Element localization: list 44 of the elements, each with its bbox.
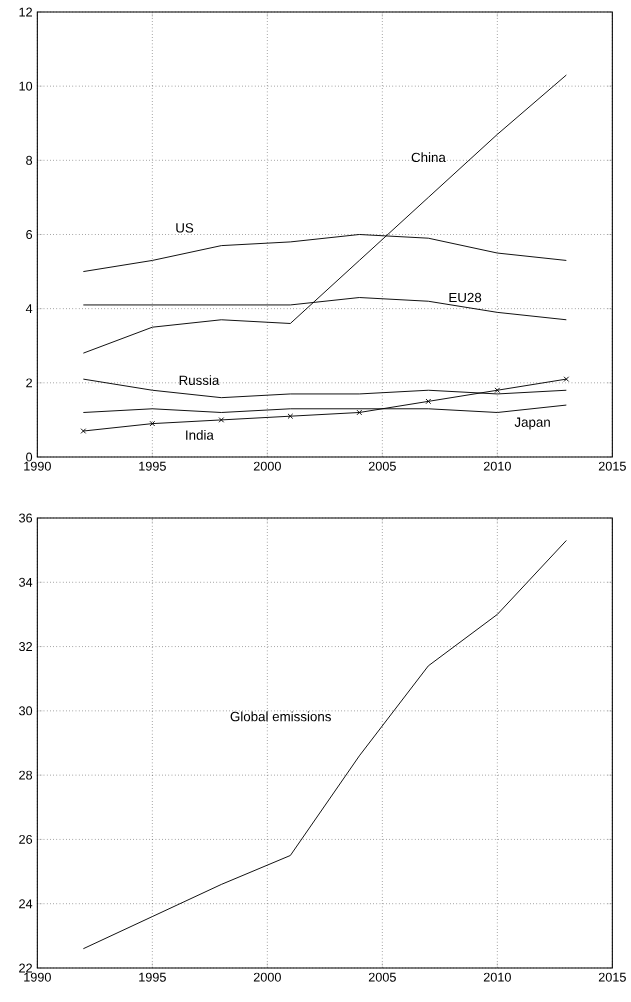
point bbox=[563, 376, 570, 382]
y-tick-label: 10 bbox=[19, 81, 33, 91]
point bbox=[287, 413, 294, 420]
x-tick-label: 2015 bbox=[598, 461, 626, 471]
point bbox=[494, 387, 501, 394]
y-tick-label: 32 bbox=[19, 642, 33, 652]
y-tick-label: 34 bbox=[19, 577, 33, 587]
series-label: EU28 bbox=[449, 292, 482, 303]
x-tick-label: 2010 bbox=[483, 972, 511, 982]
point bbox=[218, 417, 225, 423]
y-tick-label: 6 bbox=[26, 230, 33, 239]
series-label: US bbox=[176, 223, 194, 233]
series-label: Japan bbox=[514, 417, 550, 430]
x-tick-label: 2015 bbox=[598, 972, 626, 982]
x-tick-label: 1995 bbox=[139, 461, 166, 471]
x-tick-label: 1995 bbox=[139, 972, 166, 982]
point bbox=[80, 428, 87, 434]
y-tick-label: 12 bbox=[19, 7, 33, 17]
y-tick-label: 4 bbox=[25, 304, 33, 314]
x-tick-label: 2000 bbox=[253, 972, 281, 982]
point bbox=[356, 409, 363, 416]
x-tick-label: 2010 bbox=[483, 461, 511, 471]
y-tick-label: 24 bbox=[19, 899, 33, 909]
y-tick-label: 30 bbox=[19, 706, 33, 716]
line-series bbox=[82, 74, 567, 354]
x-tick-label: 1990 bbox=[24, 972, 51, 982]
point bbox=[149, 420, 156, 427]
series-label: India bbox=[186, 430, 214, 440]
series-label: Russia bbox=[179, 375, 220, 385]
y-tick-label: 0 bbox=[26, 452, 33, 462]
line-series bbox=[82, 540, 567, 950]
point bbox=[425, 398, 432, 405]
y-tick-label: 36 bbox=[19, 513, 33, 523]
x-tick-label: 2005 bbox=[368, 461, 396, 471]
x-tick-label: 2000 bbox=[253, 461, 281, 471]
y-tick-label: 28 bbox=[19, 770, 33, 780]
y-tick-label: 22 bbox=[19, 963, 33, 973]
y-tick-label: 2 bbox=[26, 378, 33, 388]
x-tick-label: 2005 bbox=[368, 972, 396, 982]
text: Global emissions bbox=[230, 711, 332, 722]
y-tick-label: 26 bbox=[19, 834, 33, 844]
x-tick-label: 1990 bbox=[24, 461, 51, 471]
y-tick-label: 8 bbox=[26, 155, 33, 165]
series-label: China bbox=[411, 152, 446, 163]
